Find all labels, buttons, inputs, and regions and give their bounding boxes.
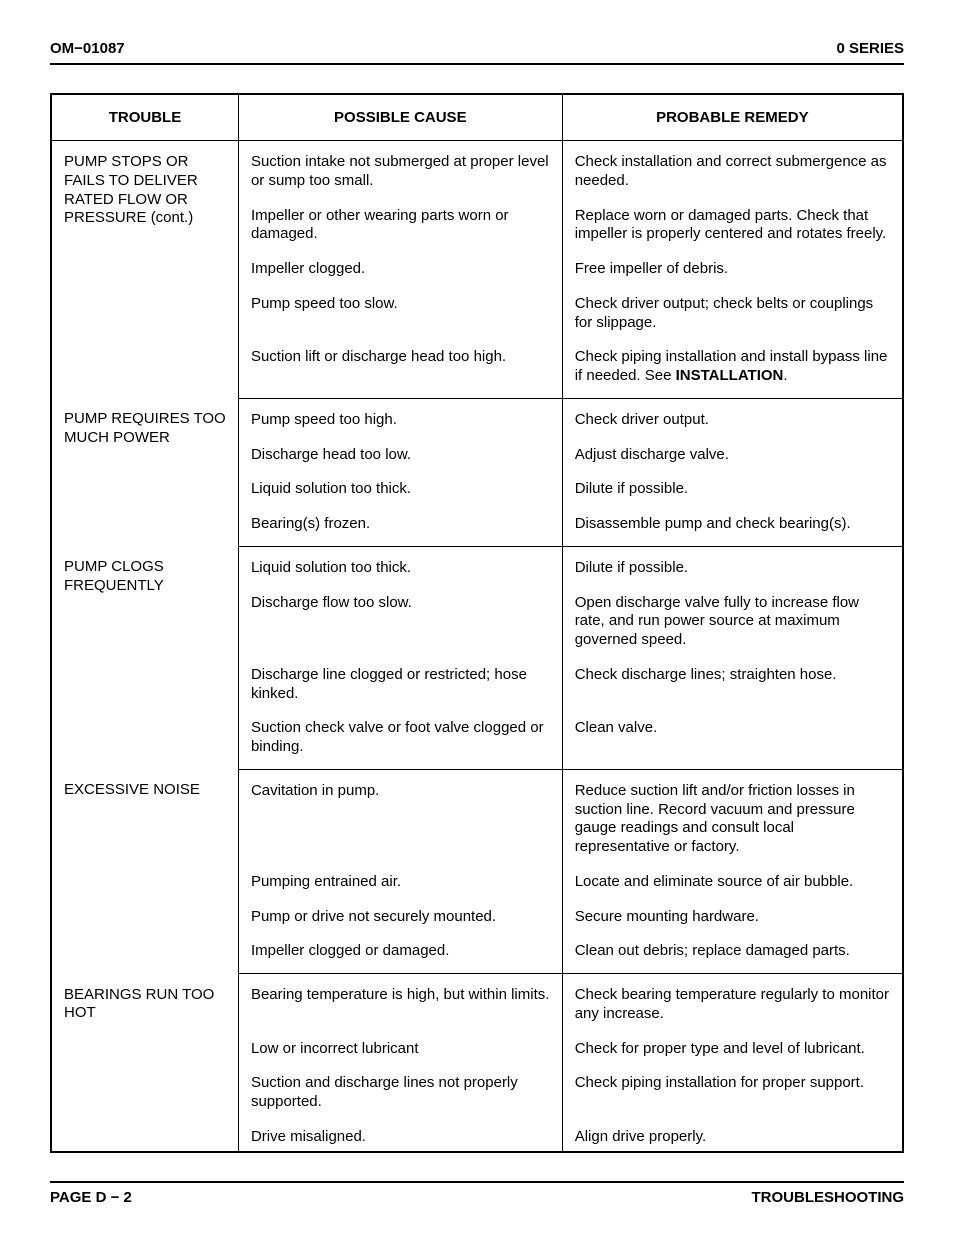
remedy-cell: Locate and eliminate source of air bubbl… [562,869,903,896]
cause-cell: Impeller clogged. [238,256,562,283]
cause-cell: Pump speed too slow. [238,291,562,337]
remedy-cell: Clean valve. [562,715,903,769]
col-header-remedy: PROBABLE REMEDY [562,94,903,141]
remedy-cell: Free impeller of debris. [562,256,903,283]
remedy-cell: Check installation and correct submergen… [562,141,903,195]
table-row: PUMP REQUIRES TOO MUCH POWERPump speed t… [51,398,903,433]
remedy-cell: Check piping installation for proper sup… [562,1070,903,1116]
cause-cell: Impeller or other wearing parts worn or … [238,203,562,249]
header-left: OM−01087 [50,40,125,57]
table-row: PUMP STOPS OR FAILS TO DELIVER RATED FLO… [51,141,903,195]
table-header-row: TROUBLE POSSIBLE CAUSE PROBABLE REMEDY [51,94,903,141]
trouble-cell: PUMP STOPS OR FAILS TO DELIVER RATED FLO… [51,141,238,399]
cause-cell: Impeller clogged or damaged. [238,938,562,973]
cause-cell: Suction intake not submerged at proper l… [238,141,562,195]
col-header-trouble: TROUBLE [51,94,238,141]
troubleshooting-table: TROUBLE POSSIBLE CAUSE PROBABLE REMEDY P… [50,93,904,1153]
cause-cell: Discharge flow too slow. [238,590,562,654]
cause-cell: Bearing(s) frozen. [238,511,562,546]
table-body: PUMP STOPS OR FAILS TO DELIVER RATED FLO… [51,141,903,1152]
trouble-cell: PUMP CLOGS FREQUENTLY [51,546,238,769]
table-row: EXCESSIVE NOISECavitation in pump.Reduce… [51,769,903,861]
trouble-cell: BEARINGS RUN TOO HOT [51,974,238,1152]
cause-cell: Suction check valve or foot valve clogge… [238,715,562,769]
remedy-cell: Dilute if possible. [562,546,903,581]
remedy-cell: Check driver output. [562,398,903,433]
trouble-cell: PUMP REQUIRES TOO MUCH POWER [51,398,238,546]
remedy-cell: Reduce suction lift and/or friction loss… [562,769,903,861]
remedy-cell: Check piping installation and install by… [562,344,903,398]
remedy-cell: Check for proper type and level of lubri… [562,1036,903,1063]
cause-cell: Suction lift or discharge head too high. [238,344,562,398]
cause-cell: Low or incorrect lubricant [238,1036,562,1063]
cause-cell: Suction and discharge lines not properly… [238,1070,562,1116]
cause-cell: Liquid solution too thick. [238,546,562,581]
remedy-cell: Clean out debris; replace damaged parts. [562,938,903,973]
cause-cell: Discharge head too low. [238,442,562,469]
cause-cell: Pump speed too high. [238,398,562,433]
remedy-cell: Open discharge valve fully to in­crease … [562,590,903,654]
page-footer: PAGE D − 2 TROUBLESHOOTING [50,1181,904,1206]
table-row: PUMP CLOGS FREQUENTLYLiquid solution too… [51,546,903,581]
cause-cell: Drive misaligned. [238,1124,562,1152]
cause-cell: Pumping entrained air. [238,869,562,896]
header-right: 0 SERIES [836,40,904,57]
remedy-cell: Check driver output; check belts or coup… [562,291,903,337]
cause-cell: Cavitation in pump. [238,769,562,861]
remedy-cell: Check discharge lines; straighten hose. [562,662,903,708]
footer-right: TROUBLESHOOTING [752,1189,905,1206]
remedy-cell: Check bearing temperature regu­larly to … [562,974,903,1028]
cause-cell: Bearing temperature is high, but within … [238,974,562,1028]
remedy-cell: Dilute if possible. [562,476,903,503]
page-header: OM−01087 0 SERIES [50,40,904,65]
remedy-cell: Disassemble pump and check bearing(s). [562,511,903,546]
cause-cell: Pump or drive not securely mounted. [238,904,562,931]
footer-left: PAGE D − 2 [50,1189,132,1206]
remedy-cell: Secure mounting hardware. [562,904,903,931]
table-row: BEARINGS RUN TOO HOTBearing temperature … [51,974,903,1028]
col-header-cause: POSSIBLE CAUSE [238,94,562,141]
remedy-cell: Align drive properly. [562,1124,903,1152]
remedy-cell: Replace worn or damaged parts. Check tha… [562,203,903,249]
cause-cell: Liquid solution too thick. [238,476,562,503]
remedy-cell: Adjust discharge valve. [562,442,903,469]
trouble-cell: EXCESSIVE NOISE [51,769,238,973]
cause-cell: Discharge line clogged or restricted; ho… [238,662,562,708]
